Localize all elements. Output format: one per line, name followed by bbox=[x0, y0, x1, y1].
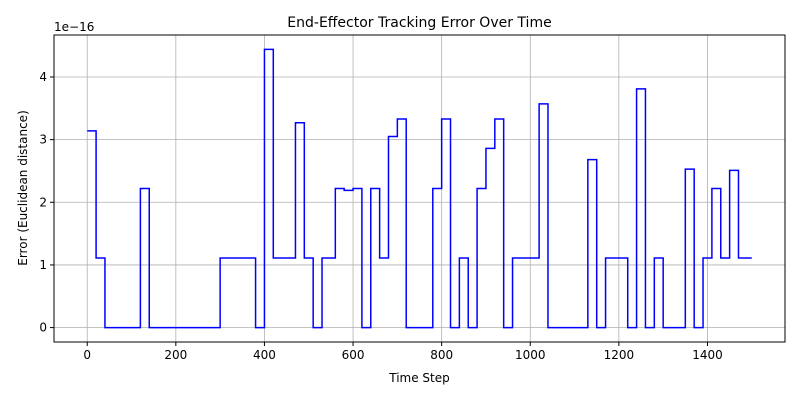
y-tick-label: 4 bbox=[39, 70, 47, 84]
x-tick-label: 0 bbox=[83, 348, 91, 362]
x-tick-label: 800 bbox=[430, 348, 453, 362]
y-tick-label: 2 bbox=[39, 195, 47, 209]
x-axis-label: Time Step bbox=[388, 371, 450, 385]
y-axis-multiplier: 1e−16 bbox=[54, 20, 94, 34]
plot-frame bbox=[53, 34, 786, 343]
series-layer bbox=[87, 48, 752, 329]
y-tick-label: 3 bbox=[39, 133, 47, 147]
x-tick-label: 1200 bbox=[604, 348, 635, 362]
y-tick-label: 0 bbox=[39, 321, 47, 335]
grid bbox=[54, 35, 785, 342]
y-tick-label: 1 bbox=[39, 258, 47, 272]
x-tick-label: 1000 bbox=[515, 348, 546, 362]
y-axis-label: Error (Euclidean distance) bbox=[16, 110, 30, 266]
x-tick-label: 200 bbox=[164, 348, 187, 362]
error-series-line bbox=[87, 48, 752, 329]
x-tick-label: 1400 bbox=[692, 348, 723, 362]
x-tick-label: 600 bbox=[342, 348, 365, 362]
ticks: 0 200 400 600 800 1000 1200 1400 0 1 2 3 4 bbox=[39, 70, 722, 362]
x-tick-label: 400 bbox=[253, 348, 276, 362]
chart-title: End-Effector Tracking Error Over Time bbox=[287, 15, 551, 31]
